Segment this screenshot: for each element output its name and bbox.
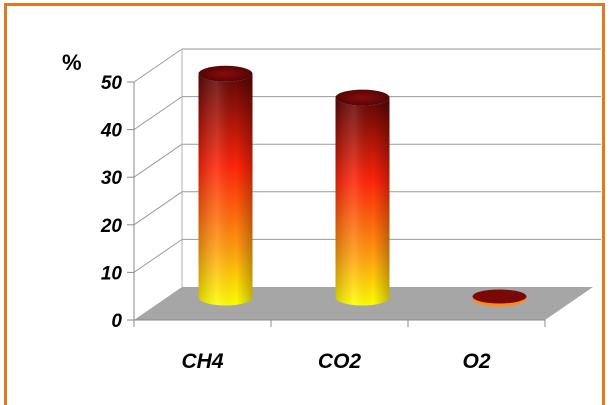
gridline-side	[133, 191, 183, 226]
y-tick-label: 0	[111, 311, 122, 332]
gridline-side	[133, 48, 183, 83]
y-tick-label: 40	[100, 121, 123, 142]
y-tick-label: 30	[101, 168, 123, 189]
chart-frame	[4, 3, 605, 405]
x-category-label: CO2	[318, 350, 362, 373]
x-category-label: O2	[462, 350, 490, 373]
bar-shading	[198, 73, 253, 306]
y-tick-label: 20	[100, 216, 123, 237]
bar-top-cap	[198, 65, 253, 82]
y-tick-label: 10	[101, 263, 123, 284]
x-category-label: CH4	[181, 350, 223, 373]
y-tick-label: 50	[101, 73, 123, 94]
bar-top-cap	[472, 289, 527, 304]
bar-top-cap	[335, 89, 390, 106]
gridline-side	[133, 96, 183, 131]
y-axis-unit-label: %	[62, 50, 82, 75]
gridline-side	[133, 238, 183, 273]
gridline-side	[133, 143, 183, 178]
bar-shading	[335, 97, 390, 306]
